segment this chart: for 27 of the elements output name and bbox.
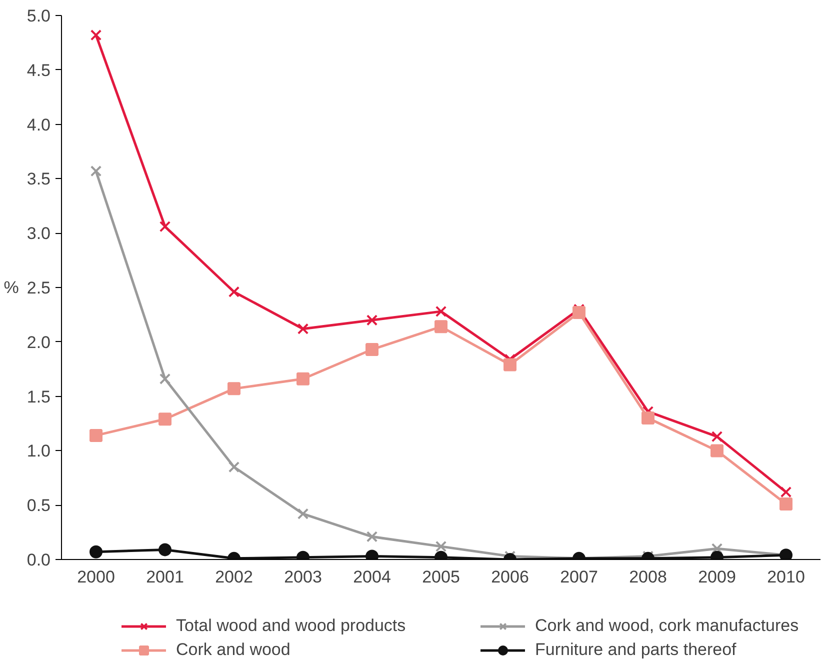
x-tick-label: 2005 <box>422 568 460 586</box>
y-tick-label: 1.0 <box>26 442 51 461</box>
y-tick-label: 0.0 <box>26 550 51 570</box>
y-tick-label: 1.5 <box>26 387 51 406</box>
x-tick-label: 2001 <box>146 568 184 586</box>
y-tick-label: 4.0 <box>26 115 51 134</box>
y-tick-label: 5.0 <box>26 6 51 26</box>
y-tick-label: 3.0 <box>26 224 51 244</box>
legend-label: Cork and wood, cork manufactures <box>535 616 800 636</box>
x-tick-label: 2002 <box>215 568 253 586</box>
x-tick-label: 2006 <box>491 568 529 586</box>
y-axis-title: % <box>4 278 19 297</box>
legend-label: Total wood and wood products <box>176 616 407 636</box>
legend-label: Cork and wood <box>176 640 292 660</box>
x-tick-label: 2009 <box>698 568 736 586</box>
y-tick-label: 0.5 <box>26 496 51 516</box>
x-tick-label: 2007 <box>560 568 598 586</box>
y-tick-label: 2.0 <box>26 332 51 352</box>
y-tick-label: 4.5 <box>26 60 51 80</box>
x-tick-label: 2010 <box>767 568 805 586</box>
y-tick-label: 3.5 <box>26 170 51 189</box>
legend-label: Furniture and parts thereof <box>535 640 738 660</box>
x-tick-label: 2000 <box>77 568 115 586</box>
x-tick-label: 2004 <box>353 568 391 586</box>
x-tick-label: 2003 <box>284 568 322 586</box>
x-tick-label: 2008 <box>629 568 667 586</box>
y-tick-label: 2.5 <box>26 278 51 298</box>
